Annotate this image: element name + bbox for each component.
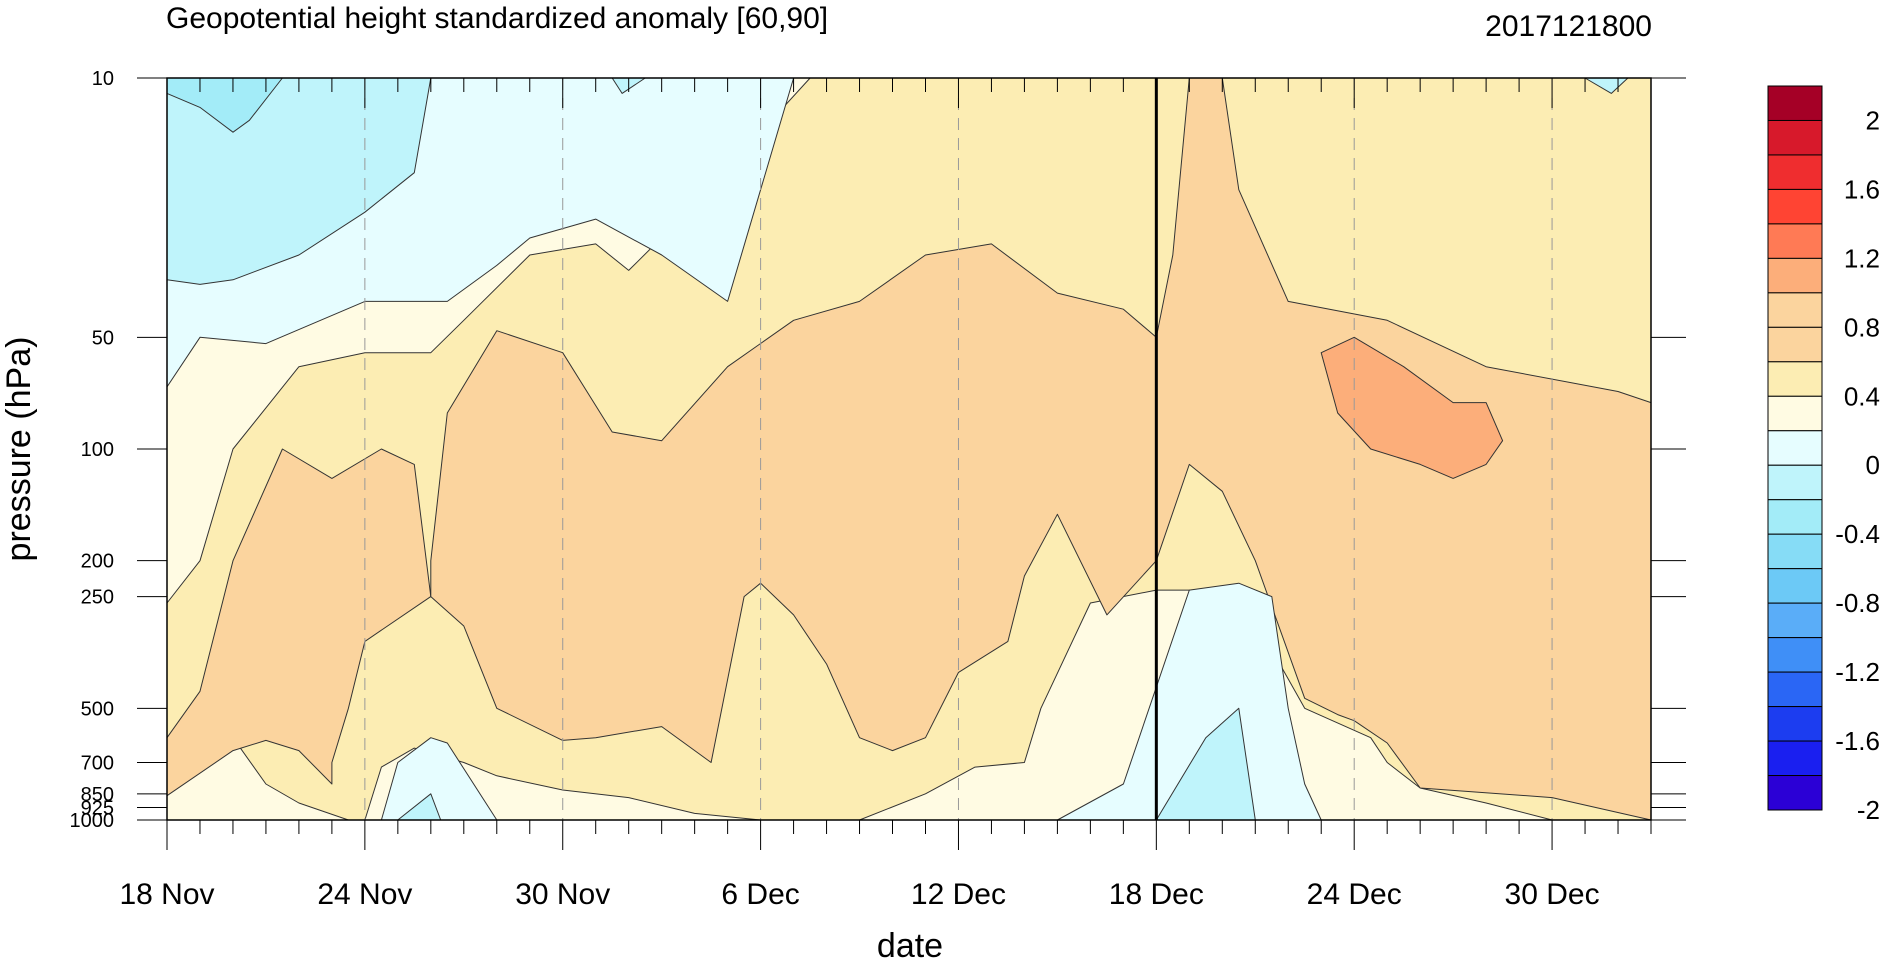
colorbar-box [1767, 533, 1823, 570]
colorbar-box [1767, 292, 1823, 328]
colorbar-box [1767, 671, 1823, 708]
x-tick-label: 12 Dec [911, 878, 1006, 911]
colorbar-box [1767, 499, 1823, 535]
y-tick-label: 250 [81, 587, 114, 609]
colorbar-label: -2 [1857, 795, 1880, 825]
colorbar-box [1767, 361, 1823, 397]
x-tick-label: 30 Nov [515, 878, 610, 911]
colorbar-box [1767, 326, 1823, 363]
colorbar-label: -1.6 [1835, 726, 1880, 756]
colorbar-label: -0.4 [1835, 519, 1880, 549]
colorbar-box [1767, 188, 1823, 225]
contour-region [430, 77, 1652, 821]
colorbar-label: 2 [1866, 105, 1880, 135]
chart-title: Geopotential height standardized anomaly… [166, 2, 828, 35]
colorbar-box [1767, 740, 1823, 777]
colorbar-box [1767, 706, 1823, 742]
y-tick-label: 50 [92, 327, 114, 349]
contour-region [1056, 582, 1322, 821]
y-axis-label: pressure (hPa) [0, 337, 38, 562]
colorbar-label: 1.6 [1844, 174, 1880, 204]
colorbar-label: 0.8 [1844, 312, 1880, 342]
colorbar-box [1767, 430, 1823, 466]
colorbar-box [1767, 637, 1823, 673]
colorbar-label: -0.8 [1835, 588, 1880, 618]
colorbar-box [1767, 119, 1823, 156]
colorbar-box [1767, 775, 1823, 811]
y-tick-label: 925 [81, 797, 114, 819]
x-tick-label: 30 Dec [1505, 878, 1600, 911]
contour-region [1320, 336, 1504, 479]
colorbar-box [1767, 223, 1823, 259]
x-tick-label: 18 Nov [119, 878, 214, 911]
plot-area [137, 77, 1686, 850]
x-axis-label: date [877, 927, 943, 963]
y-tick-label: 700 [81, 753, 114, 775]
y-tick-label: 850 [81, 784, 114, 806]
x-tick-label: 24 Nov [317, 878, 412, 911]
x-tick-label: 24 Dec [1307, 878, 1402, 911]
y-tick-label: 100 [81, 439, 114, 461]
colorbar-box [1767, 464, 1823, 501]
colorbar-box [1767, 154, 1823, 190]
x-tick-label: 6 Dec [721, 878, 799, 911]
colorbar-label: 1.2 [1844, 243, 1880, 273]
colorbar-box [1767, 257, 1823, 294]
colorbar-label: -1.2 [1835, 657, 1880, 687]
colorbar-box [1767, 85, 1823, 121]
colorbar-label: 0 [1866, 450, 1880, 480]
y-tick-label: 500 [81, 698, 114, 720]
x-tick-label: 18 Dec [1109, 878, 1204, 911]
chart-date-label: 2017121800 [1485, 10, 1652, 43]
y-tick-label: 10 [92, 68, 114, 90]
colorbar-box [1767, 568, 1823, 604]
y-tick-label: 1000 [70, 810, 115, 832]
colorbar-label: 0.4 [1844, 381, 1880, 411]
colorbar-box [1767, 395, 1823, 432]
colorbar-box [1767, 602, 1823, 639]
colorbar: 2 1.6 1.2 0.8 0.4 0 -0.4 -0.8 -1.2 -1.6 -2 [1767, 85, 1880, 825]
y-tick-label: 200 [81, 551, 114, 573]
